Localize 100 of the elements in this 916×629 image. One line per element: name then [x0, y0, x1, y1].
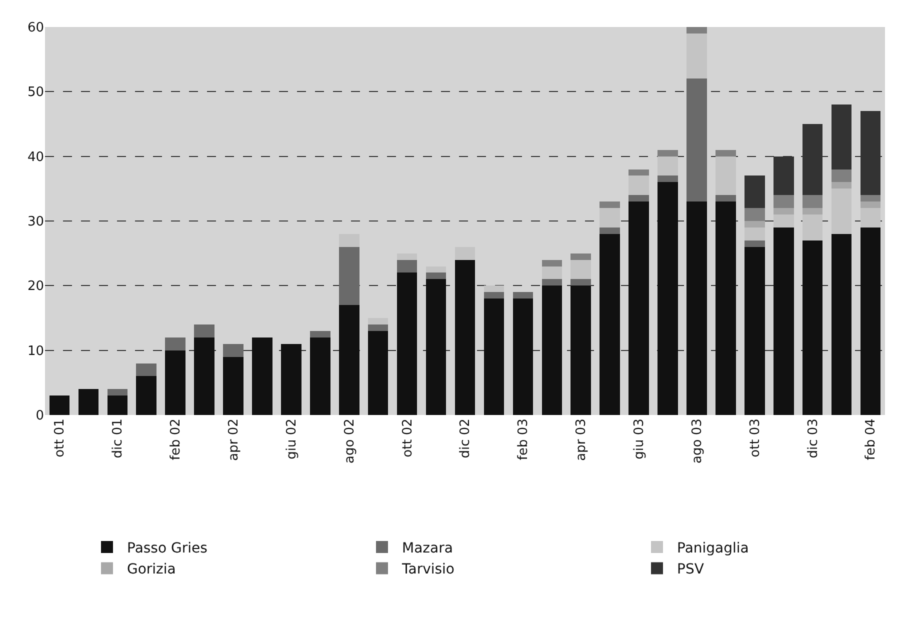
bar — [744, 227, 765, 240]
legend-label: PSV — [677, 562, 704, 578]
x-tick-label: ott 03 — [748, 418, 763, 458]
bar — [802, 195, 823, 208]
bar — [165, 350, 186, 415]
x-tick-label: giu 03 — [632, 418, 648, 460]
bar — [194, 324, 214, 338]
x-tick-label: feb 04 — [864, 418, 879, 460]
legend-label: Passo Gries — [127, 540, 208, 556]
bar — [542, 260, 562, 266]
x-tick-label: ott 01 — [52, 418, 68, 458]
y-tick-label: 30 — [27, 214, 44, 230]
bar — [570, 286, 591, 415]
bar — [396, 253, 418, 260]
bar — [600, 202, 620, 208]
bar — [368, 330, 388, 415]
bar — [716, 202, 736, 415]
bar — [802, 240, 823, 415]
bar — [252, 337, 272, 415]
bar — [628, 202, 649, 415]
bar — [686, 202, 707, 415]
y-tick-label: 20 — [27, 279, 44, 294]
x-tick-label: giu 02 — [284, 418, 300, 460]
bar — [716, 150, 736, 156]
x-tick-label: feb 02 — [168, 418, 184, 460]
x-tick-label: apr 03 — [574, 418, 590, 461]
bar — [628, 176, 649, 196]
bar — [78, 389, 99, 415]
legend-label: Mazara — [402, 540, 453, 556]
bar — [484, 298, 504, 415]
bar — [136, 363, 157, 376]
bar — [570, 279, 591, 286]
bar — [570, 253, 591, 260]
bar — [831, 188, 852, 234]
bar — [396, 260, 418, 273]
bar — [454, 260, 476, 415]
bar — [658, 156, 678, 176]
x-tick-label: dic 01 — [110, 418, 126, 458]
x-tick-label: ott 02 — [400, 418, 416, 458]
bar — [310, 330, 330, 338]
bar — [716, 195, 736, 202]
bar — [773, 195, 794, 208]
bar — [628, 195, 649, 202]
x-tick-label: apr 02 — [226, 418, 242, 461]
bar — [454, 246, 476, 260]
y-tick-label: 0 — [36, 408, 44, 424]
bar — [194, 337, 214, 415]
x-tick-label: dic 03 — [806, 418, 821, 458]
legend-label: Tarvisio — [401, 562, 454, 578]
bar — [310, 337, 330, 415]
bar — [744, 208, 765, 221]
bar — [512, 292, 534, 299]
legend-label: Gorizia — [127, 562, 176, 578]
bar — [686, 27, 707, 34]
bar — [339, 234, 360, 247]
y-tick-label: 10 — [27, 344, 44, 359]
bar — [107, 389, 128, 396]
bar — [802, 208, 823, 215]
bar — [744, 240, 765, 247]
bar — [831, 169, 852, 182]
bar — [600, 227, 620, 234]
bar — [426, 266, 446, 273]
bar — [107, 396, 128, 415]
bar — [368, 324, 388, 331]
bar — [744, 246, 765, 415]
bar — [686, 33, 707, 79]
bar — [484, 286, 504, 292]
bar — [136, 376, 157, 415]
y-tick-label: 60 — [27, 20, 44, 36]
bar — [600, 208, 620, 228]
bar — [716, 156, 736, 196]
bar — [628, 169, 649, 176]
bar — [600, 234, 620, 415]
bar — [831, 234, 852, 415]
bar — [686, 78, 707, 202]
bar — [570, 260, 591, 280]
bar — [339, 305, 360, 415]
x-tick-label: feb 03 — [516, 418, 532, 460]
bar — [223, 344, 244, 357]
bar — [368, 318, 388, 324]
bar — [49, 396, 70, 415]
bar — [831, 182, 852, 189]
bar — [658, 182, 678, 415]
bar — [542, 286, 562, 415]
y-tick-label: 50 — [27, 85, 44, 100]
x-tick-label: ago 03 — [690, 418, 705, 464]
x-tick-label: ago 02 — [342, 418, 358, 464]
bar — [426, 279, 446, 415]
bar — [658, 150, 678, 156]
bar — [281, 344, 302, 415]
bar — [860, 227, 881, 415]
bar — [860, 195, 881, 202]
bar — [773, 208, 794, 215]
x-tick-label: dic 02 — [458, 418, 474, 458]
bar — [165, 337, 186, 350]
bar — [426, 272, 446, 280]
bar — [542, 279, 562, 286]
bar — [658, 176, 678, 182]
bar — [396, 272, 418, 415]
bar — [802, 214, 823, 240]
